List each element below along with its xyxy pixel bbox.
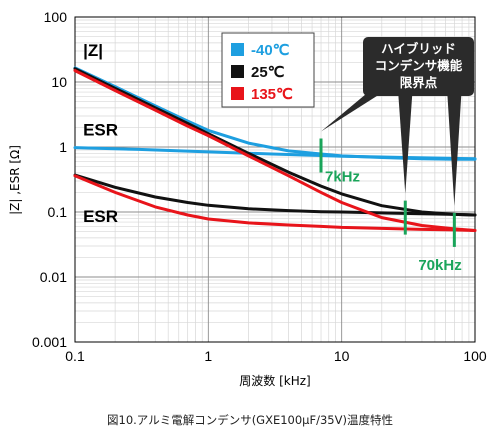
series-line-esr <box>73 174 477 232</box>
y-tick-label: 100 <box>44 9 68 25</box>
series-line-esr <box>73 146 477 161</box>
callout-bubble <box>363 37 474 96</box>
legend-swatch <box>231 43 244 56</box>
callout-text: 限界点 <box>400 75 438 90</box>
callout-pointer <box>321 94 380 132</box>
y-tick-label: 0.1 <box>48 204 68 220</box>
x-tick-label: 0.1 <box>65 348 85 364</box>
x-tick-label: 10 <box>334 348 350 364</box>
legend-label: 135℃ <box>251 86 293 103</box>
frequency-label: 7kHz <box>325 168 360 185</box>
legend-swatch <box>231 65 244 78</box>
curve-label: ESR <box>83 207 118 226</box>
legend-swatch <box>231 87 244 100</box>
curve-labels: |Z| ESR ESR <box>83 41 118 226</box>
y-tick-label: 0.01 <box>40 269 67 285</box>
x-tick-label: 1 <box>204 348 212 364</box>
series-line-z <box>73 69 477 232</box>
series-layer <box>73 66 477 232</box>
legend-label: -40℃ <box>251 42 290 59</box>
callout-text: コンデンサ機能 <box>375 58 463 73</box>
callout-pointer <box>447 94 462 206</box>
tick-labels: 0.1 1 10 100 100 10 1 0.1 0.01 0.001 <box>32 9 487 364</box>
y-tick-label: 1 <box>59 139 67 155</box>
plot-frame <box>74 16 476 343</box>
y-axis-title: |Z| ,ESR [Ω] <box>8 145 22 215</box>
legend: -40℃ 25℃ 135℃ <box>221 32 315 108</box>
x-tick-label: 100 <box>463 348 487 364</box>
curve-label: |Z| <box>83 41 103 60</box>
figure-caption: 図10.アルミ電解コンデンサ(GXE100μF/35V)温度特性 <box>107 413 393 427</box>
y-tick-label: 0.001 <box>32 334 67 350</box>
series-line-z <box>73 67 477 217</box>
callout-pointer <box>398 94 413 194</box>
curve-label: ESR <box>83 121 118 140</box>
y-tick-label: 10 <box>51 74 67 90</box>
callout-text: ハイブリッド <box>381 41 456 56</box>
series-line-esr <box>73 173 477 217</box>
x-axis-title: 周波数 [kHz] <box>239 373 310 388</box>
frequency-label: 70kHz <box>418 257 461 274</box>
legend-label: 25℃ <box>251 64 285 81</box>
